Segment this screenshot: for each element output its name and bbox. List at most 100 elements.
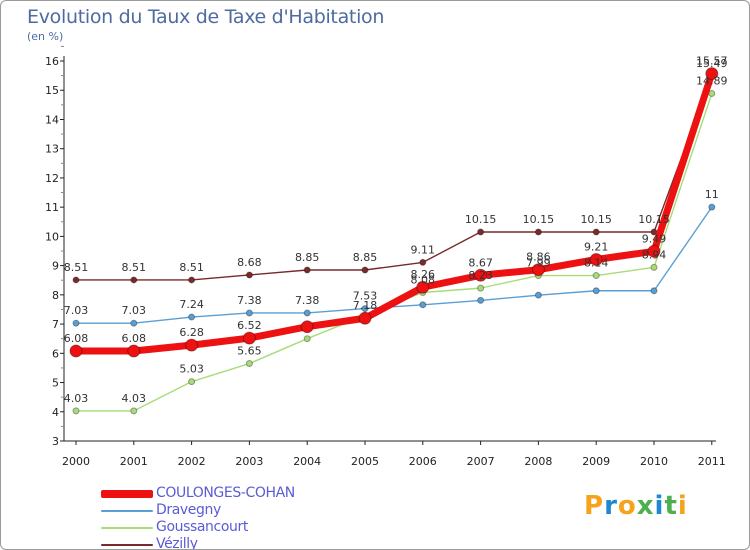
logo-letter: t — [664, 491, 678, 521]
data-point — [188, 276, 196, 284]
y-tick-label: 13 — [45, 143, 59, 156]
data-point — [69, 344, 83, 358]
data-point — [650, 287, 658, 295]
x-tick-label: 2000 — [62, 455, 90, 468]
data-point — [303, 309, 311, 317]
x-tick-label: 2007 — [467, 455, 495, 468]
data-point — [300, 320, 314, 334]
data-label: 4.03 — [122, 392, 147, 405]
data-point — [245, 309, 253, 317]
data-point — [130, 319, 138, 327]
x-tick-label: 2011 — [698, 455, 726, 468]
logo-letter: i — [654, 491, 665, 521]
data-point — [477, 296, 485, 304]
x-tick-label: 2001 — [120, 455, 148, 468]
data-label: 10.15 — [465, 213, 497, 226]
logo-letter: o — [617, 491, 637, 521]
legend-swatch — [101, 544, 153, 546]
legend-label: Goussancourt — [156, 519, 248, 535]
data-label: 8.86 — [526, 251, 551, 264]
y-tick-label: 10 — [45, 230, 59, 243]
data-point — [419, 258, 427, 266]
data-point — [72, 276, 80, 284]
data-point — [245, 360, 253, 368]
data-point — [245, 271, 253, 279]
data-label: 8.85 — [353, 251, 378, 264]
x-tick-label: 2010 — [640, 455, 668, 468]
data-label: 9.11 — [411, 243, 436, 256]
data-point — [188, 378, 196, 386]
data-label: 6.52 — [237, 319, 262, 332]
logo-letter: x — [636, 491, 655, 521]
data-point — [416, 280, 430, 294]
y-tick-label: 16 — [45, 55, 59, 68]
y-tick-label: 14 — [45, 113, 59, 126]
data-label: 8.51 — [179, 261, 204, 274]
data-point — [708, 203, 716, 211]
data-label: 7.03 — [122, 304, 147, 317]
data-point — [531, 263, 545, 277]
data-label: 10.15 — [523, 213, 555, 226]
data-label: 6.08 — [64, 332, 89, 345]
data-label: 7.03 — [64, 304, 89, 317]
data-label: 14.89 — [696, 74, 728, 87]
data-label: 8.51 — [122, 261, 147, 274]
data-point — [534, 228, 542, 236]
data-point — [358, 311, 372, 325]
chart-title: Evolution du Taux de Taxe d'Habitation — [27, 6, 385, 28]
data-point — [361, 266, 369, 274]
series-coulonges-cohan — [69, 67, 719, 358]
data-label: 8.23 — [468, 269, 493, 282]
data-point — [130, 276, 138, 284]
data-label: 6.08 — [122, 332, 147, 345]
data-point — [705, 67, 719, 81]
data-label: 15.49 — [696, 57, 728, 70]
legend-swatch — [101, 527, 153, 529]
logo-letter: i — [677, 491, 688, 521]
y-tick-label: 11 — [45, 201, 59, 214]
logo-letter: r — [604, 491, 618, 521]
series-line — [72, 70, 716, 355]
data-label: 7.38 — [237, 294, 262, 307]
data-label: 8.51 — [64, 261, 89, 274]
data-point — [303, 266, 311, 274]
data-point — [188, 313, 196, 321]
data-label: 8.68 — [237, 256, 262, 269]
legend-label: Dravegny — [156, 502, 221, 518]
y-tick-label: 8 — [52, 289, 59, 302]
series-v-zilly — [72, 72, 716, 284]
data-label: 5.65 — [237, 345, 262, 358]
data-label: 4.03 — [64, 392, 89, 405]
data-point — [127, 344, 141, 358]
x-tick-label: 2006 — [409, 455, 437, 468]
data-point — [419, 301, 427, 309]
series-goussancourt — [72, 89, 716, 415]
data-point — [592, 287, 600, 295]
legend-label: Vézilly — [156, 536, 198, 550]
y-tick-label: 4 — [52, 406, 59, 419]
y-tick-label: 3 — [52, 435, 59, 448]
x-tick-label: 2008 — [524, 455, 552, 468]
y-tick-label: 15 — [45, 84, 59, 97]
data-label: 5.03 — [179, 363, 204, 376]
data-point — [185, 338, 199, 352]
series-line — [75, 75, 713, 281]
data-label: 8.94 — [642, 248, 667, 261]
data-point — [242, 331, 256, 345]
legend-swatch — [101, 510, 153, 512]
data-point — [72, 319, 80, 327]
legend-label: COULONGES-COHAN — [156, 485, 295, 501]
data-label: 7.99 — [526, 257, 551, 270]
y-tick-label: 9 — [52, 260, 59, 273]
y-tick-label: 12 — [45, 172, 59, 185]
series-dravegny — [72, 203, 716, 327]
x-tick-label: 2004 — [293, 455, 321, 468]
logo-letter: P — [584, 491, 605, 521]
data-point — [477, 228, 485, 236]
data-label: 7.53 — [353, 290, 378, 303]
data-label: 8.26 — [411, 268, 436, 281]
x-tick-label: 2002 — [178, 455, 206, 468]
data-point — [708, 89, 716, 97]
